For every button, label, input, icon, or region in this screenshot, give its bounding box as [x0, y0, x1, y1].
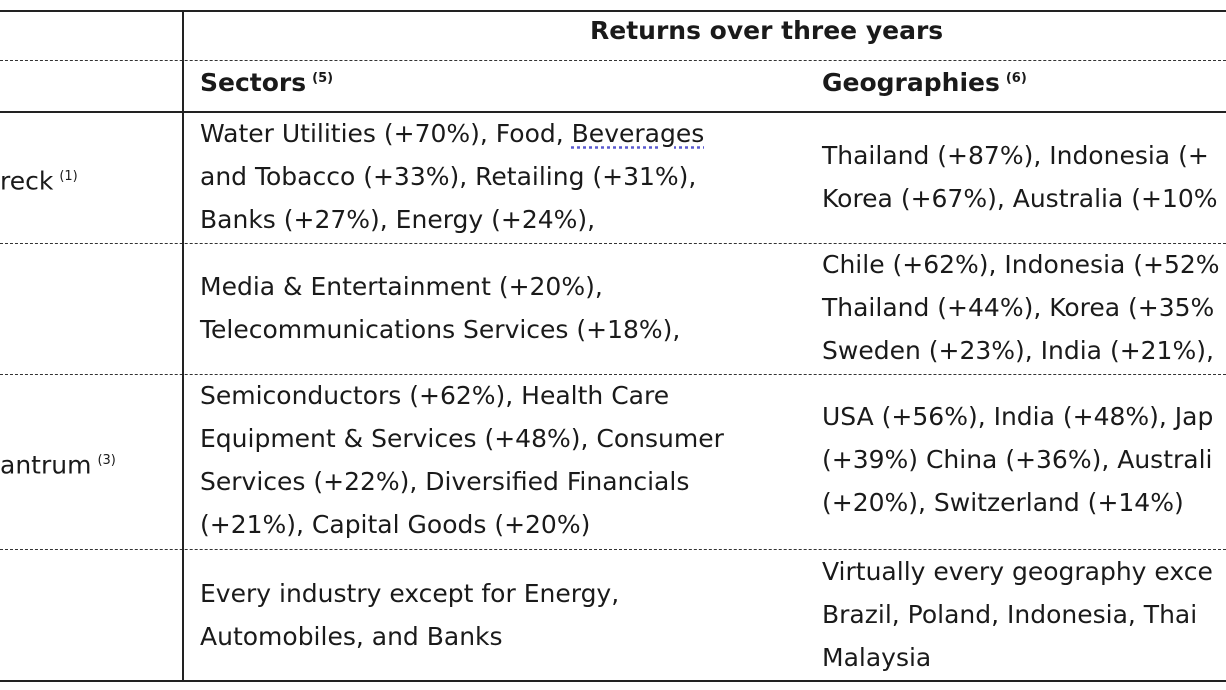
- row-4-sectors-line-1: Every industry except for Energy,: [200, 579, 620, 608]
- table-title: Returns over three years: [590, 16, 944, 45]
- row-4-geo-line-2: Brazil, Poland, Indonesia, Thai: [822, 600, 1198, 629]
- row-1-sectors-line-1: Water Utilities (+70%), Food, Beverages: [200, 112, 704, 155]
- row-3-sectors-line-4: (+21%), Capital Goods (+20%): [200, 510, 591, 539]
- row-3-geo-line-3: (+20%), Switzerland (+14%): [822, 488, 1184, 517]
- sectors-header: Sectors (5): [200, 68, 333, 97]
- row-1-sectors-line-2: and Tobacco (+33%), Retailing (+31%),: [200, 162, 697, 191]
- geographies-footnote: (6): [1005, 70, 1027, 86]
- row-2-geographies: Chile (+62%), Indonesia (+52% Thailand (…: [822, 243, 1220, 372]
- table-top-border: [0, 10, 1226, 12]
- row-3-sectors-line-2: Equipment & Services (+48%), Consumer: [200, 424, 724, 453]
- row-2-geo-line-2: Thailand (+44%), Korea (+35%: [822, 293, 1215, 322]
- row-divider-3: [0, 549, 1226, 550]
- column-divider: [182, 10, 184, 682]
- row-2-geo-line-3: Sweden (+23%), India (+21%),: [822, 336, 1214, 365]
- row-divider-1: [0, 243, 1226, 244]
- row-4-geographies: Virtually every geography exce Brazil, P…: [822, 550, 1213, 679]
- row-3-footnote: (3): [97, 453, 116, 468]
- row-2-sectors: Media & Entertainment (+20%), Telecommun…: [200, 265, 680, 351]
- row-1-geographies: Thailand (+87%), Indonesia (+ Korea (+67…: [822, 134, 1218, 220]
- row-1-footnote: (1): [59, 169, 78, 184]
- row-4-sectors: Every industry except for Energy, Automo…: [200, 572, 619, 658]
- row-1-label-text: reck: [0, 166, 54, 196]
- row-4-geo-line-3: Malaysia: [822, 643, 932, 672]
- row-3-sectors-line-3: Services (+22%), Diversified Financials: [200, 467, 690, 496]
- sectors-footnote: (5): [312, 70, 334, 86]
- row-4-geo-line-1: Virtually every geography exce: [822, 557, 1213, 586]
- sectors-header-label: Sectors: [200, 68, 307, 97]
- row-2-sectors-line-2: Telecommunications Services (+18%),: [200, 315, 681, 344]
- row-3-label-text: antrum: [0, 450, 92, 480]
- row-3-geo-line-1: USA (+56%), India (+48%), Jap: [822, 402, 1214, 431]
- row-1-sectors: Water Utilities (+70%), Food, Beverages …: [200, 112, 704, 241]
- row-3-geographies: USA (+56%), India (+48%), Jap (+39%) Chi…: [822, 395, 1213, 524]
- table-bottom-border: [0, 680, 1226, 682]
- header-divider: [0, 60, 1226, 61]
- row-1-geo-line-1: Thailand (+87%), Indonesia (+: [822, 141, 1209, 170]
- row-1-label: reck (1): [0, 155, 78, 202]
- row-1-geo-line-2: Korea (+67%), Australia (+10%: [822, 184, 1218, 213]
- row-3-sectors: Semiconductors (+62%), Health Care Equip…: [200, 374, 724, 546]
- row-3-label: antrum (3): [0, 439, 116, 486]
- row-divider-2: [0, 374, 1226, 375]
- geographies-header-label: Geographies: [822, 68, 1000, 97]
- row-2-geo-line-1: Chile (+62%), Indonesia (+52%: [822, 250, 1220, 279]
- row-4-sectors-line-2: Automobiles, and Banks: [200, 622, 503, 651]
- spellcheck-word: Beverages: [571, 119, 705, 148]
- geographies-header: Geographies (6): [822, 68, 1027, 97]
- row-1-sectors-line-3: Banks (+27%), Energy (+24%),: [200, 205, 596, 234]
- row-1-sectors-text-a: Water Utilities (+70%), Food,: [200, 119, 572, 148]
- header-bottom-border: [0, 111, 1226, 113]
- row-3-sectors-line-1: Semiconductors (+62%), Health Care: [200, 381, 670, 410]
- row-3-geo-line-2: (+39%) China (+36%), Australi: [822, 445, 1213, 474]
- row-2-sectors-line-1: Media & Entertainment (+20%),: [200, 272, 603, 301]
